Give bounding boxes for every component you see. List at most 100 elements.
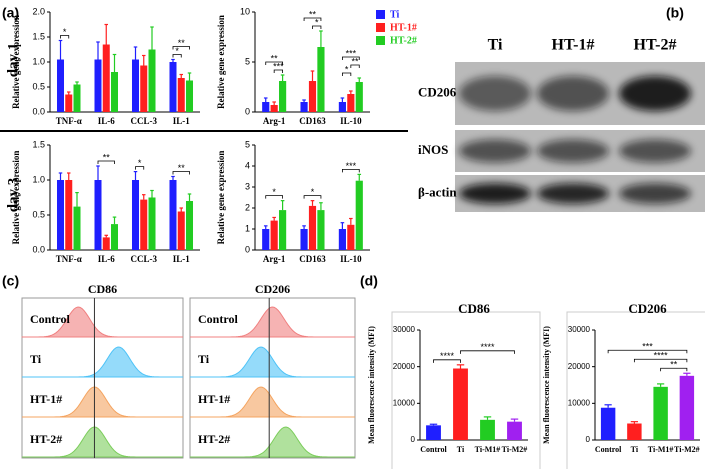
x-tick-label: Arg-1 (263, 254, 286, 264)
bar (177, 78, 185, 112)
sig-bracket (172, 171, 190, 175)
flow-row-label: HT-1# (30, 392, 62, 406)
bar (148, 197, 156, 250)
blot-band (459, 75, 531, 112)
flow-histogram (22, 346, 183, 378)
x-tick-label: CCL-3 (131, 254, 158, 264)
bar (355, 180, 363, 250)
flow-column-label: CD206 (255, 282, 290, 296)
bar (148, 49, 156, 112)
sig-label: *** (273, 61, 284, 71)
flow-histogram (190, 306, 355, 338)
y-tick-label: 1.5 (32, 31, 45, 41)
sig-bracket (273, 69, 283, 73)
bar (73, 206, 81, 250)
chart-title: CD86 (458, 301, 490, 316)
bar (102, 44, 110, 112)
bar (177, 211, 185, 250)
day-label: day 3 (5, 178, 21, 213)
blot-column-label: Ti (488, 37, 503, 54)
blot-row-label: β-actin (418, 184, 457, 199)
y-axis-label: Relative gene expression (11, 151, 21, 245)
sig-label: ** (103, 152, 111, 162)
y-tick-label: 10000 (393, 398, 416, 407)
panel-label: (a) (2, 5, 19, 21)
y-tick-label: 1.0 (32, 174, 45, 184)
bar (317, 47, 325, 112)
sig-bracket (633, 358, 688, 363)
sig-label: * (345, 64, 349, 74)
bar (73, 84, 81, 112)
panel-label: (c) (2, 273, 19, 289)
bar (262, 229, 270, 250)
bar (185, 80, 194, 112)
plot-frame (566, 311, 705, 469)
sig-label: *** (346, 48, 357, 58)
y-tick-label: 0 (245, 244, 250, 254)
x-tick-label: Ti-M1# (475, 445, 501, 454)
sig-bracket (303, 17, 322, 21)
y-axis-label: Relative gene expression (11, 15, 21, 109)
y-tick-label: 2.0 (32, 6, 45, 16)
bar (185, 201, 194, 250)
y-axis-label: Relative gene expression (216, 15, 226, 109)
flow-row-label: Ti (30, 352, 42, 366)
x-tick-label: IL-6 (98, 254, 116, 264)
bar (140, 199, 148, 250)
sig-bracket (342, 169, 360, 173)
sig-bracket (60, 35, 70, 39)
sig-label: ** (271, 53, 279, 63)
sig-bracket (135, 166, 145, 170)
y-tick-label: 0 (586, 435, 591, 444)
legend-label: HT-2# (390, 35, 417, 46)
y-axis-label: Mean fluorescence intensity (MFI) (542, 326, 551, 444)
blot-band (537, 183, 609, 204)
bar (308, 81, 317, 112)
y-tick-label: 1 (245, 223, 250, 233)
sig-bracket (97, 160, 115, 164)
x-tick-label: CD163 (299, 116, 326, 126)
x-tick-label: IL-1 (173, 254, 191, 264)
sig-bracket (660, 367, 688, 372)
legend-swatch (376, 36, 385, 45)
bar (65, 94, 73, 112)
y-tick-label: 0.5 (32, 209, 45, 219)
bar (600, 407, 616, 440)
bar (56, 59, 65, 112)
sig-bracket (607, 349, 688, 354)
blot-row-label: iNOS (418, 142, 448, 157)
bar (131, 180, 140, 250)
sig-bracket (433, 359, 461, 363)
bar (262, 102, 270, 112)
flow-row-label: Control (198, 312, 238, 326)
bar (308, 205, 317, 250)
x-tick-label: Ti-M2# (674, 445, 700, 454)
sig-label: ** (309, 9, 317, 19)
bar (169, 180, 177, 250)
flow-histogram (22, 386, 183, 418)
bar (169, 62, 177, 112)
sig-label: * (138, 158, 142, 168)
y-tick-label: 0.0 (32, 244, 45, 254)
x-tick-label: IL-6 (98, 116, 116, 126)
sig-label: *** (642, 342, 653, 352)
bar (426, 425, 441, 440)
bar (347, 94, 355, 112)
sig-bracket (350, 64, 360, 68)
flow-frame (21, 297, 184, 459)
bar (300, 102, 308, 112)
x-tick-label: Ti-M2# (502, 445, 528, 454)
sig-bracket (172, 54, 182, 58)
bar (102, 237, 110, 250)
x-tick-label: IL-1 (173, 116, 191, 126)
y-tick-label: 1.0 (32, 56, 45, 66)
y-tick-label: 5 (245, 56, 250, 66)
x-tick-label: Ti (457, 445, 465, 454)
y-tick-label: 0 (245, 106, 250, 116)
x-tick-label: IL-10 (340, 116, 362, 126)
sig-label: ** (178, 163, 186, 173)
y-tick-label: 10 (240, 6, 250, 16)
sig-label: ** (670, 360, 678, 370)
sig-label: * (315, 17, 319, 27)
flow-histogram (190, 386, 355, 418)
